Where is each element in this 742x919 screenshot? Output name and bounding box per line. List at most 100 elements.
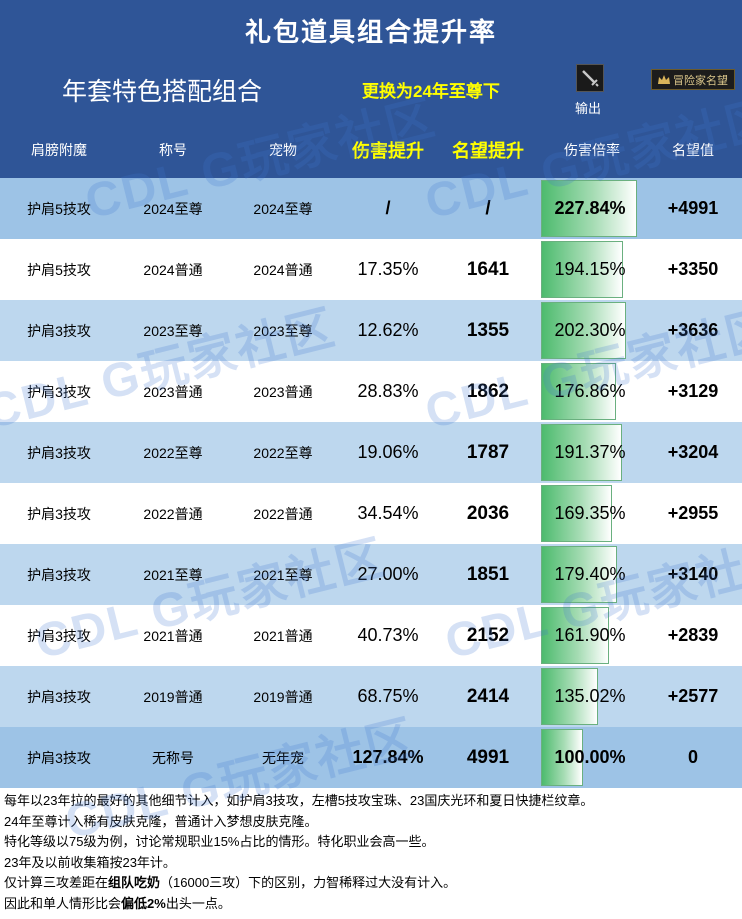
cell-pet: 2019普通	[253, 688, 313, 705]
section-subtitle: 年套特色搭配组合	[62, 78, 263, 106]
header-banner: 礼包道具组合提升率 年套特色搭配组合 更换为24年至尊下 输出 冒险家名望 肩膀…	[0, 0, 742, 178]
cell-shoulder: 护肩5技攻	[27, 200, 91, 217]
multiplier-bar	[541, 668, 598, 725]
table-row: 护肩3技攻 2022至尊 2022至尊 19.06% 1787 191.37% +3204	[0, 422, 742, 483]
cell-pet: 2023至尊	[253, 322, 313, 339]
cell-fame: +3636	[667, 320, 719, 340]
cell-pet: 2021普通	[253, 627, 313, 644]
cell-fame-up: 2152	[466, 624, 510, 646]
cell-pet: 2021至尊	[253, 566, 313, 583]
adventurer-fame-button[interactable]: 冒险家名望	[651, 69, 735, 90]
note-line: 仅计算三攻差距在组队吃奶（16000三攻）下的区别，力智稀释过大没有计入。	[4, 875, 457, 890]
multiplier-bar	[541, 729, 583, 786]
cell-damage-up: 127.84%	[352, 747, 424, 767]
col-header-title: 称号	[159, 142, 187, 158]
crown-icon	[658, 74, 670, 84]
cell-damage-up: 12.62%	[357, 320, 419, 340]
col-header-fame: 名望值	[672, 142, 714, 158]
cell-pet: 2023普通	[253, 383, 313, 400]
cell-fame-up: /	[485, 197, 491, 219]
export-label: 输出	[575, 101, 602, 116]
cell-multiplier: 135.02%	[554, 686, 626, 706]
cell-multiplier: 202.30%	[554, 320, 626, 340]
cell-damage-up: 27.00%	[357, 564, 419, 584]
cell-multiplier: 194.15%	[554, 259, 626, 279]
cell-fame-up: 4991	[466, 746, 510, 768]
note-emphasis: 组队吃奶	[108, 875, 161, 890]
cell-pet: 2022至尊	[253, 444, 313, 461]
cell-shoulder: 护肩3技攻	[27, 383, 91, 400]
cell-shoulder: 护肩3技攻	[27, 749, 91, 766]
cell-title: 2023普通	[143, 383, 203, 400]
col-header-multiplier: 伤害倍率	[564, 142, 620, 158]
cell-pet: 2024普通	[253, 261, 313, 278]
cell-pet: 无年宠	[262, 749, 304, 766]
switch-to-2024-supreme-link[interactable]: 更换为24年至尊下	[362, 82, 500, 101]
note-line: 23年及以前收集箱按23年计。	[4, 854, 176, 870]
table-row: 护肩3技攻 2023普通 2023普通 28.83% 1862 176.86% +3129	[0, 361, 742, 422]
cell-fame-up: 1355	[466, 319, 510, 341]
table-row: 护肩5技攻 2024普通 2024普通 17.35% 1641 194.15% +3350	[0, 239, 742, 300]
cell-damage-up: /	[385, 198, 391, 218]
cell-shoulder: 护肩3技攻	[27, 505, 91, 522]
export-button[interactable]	[576, 64, 604, 92]
cell-pet: 2024至尊	[253, 200, 313, 217]
page-title: 礼包道具组合提升率	[244, 17, 497, 47]
note-line: 因此和单人情形比会偏低2%出头一点。	[4, 895, 231, 911]
multiplier-bar	[541, 607, 609, 664]
cell-shoulder: 护肩3技攻	[27, 322, 91, 339]
col-header-damage-up: 伤害提升	[352, 141, 424, 161]
cell-multiplier: 179.40%	[554, 564, 626, 584]
cell-damage-up: 68.75%	[357, 686, 419, 706]
col-header-shoulder: 肩膀附魔	[31, 142, 87, 158]
cell-title: 2024至尊	[143, 200, 203, 217]
cell-damage-up: 40.73%	[357, 625, 419, 645]
cell-title: 2023至尊	[143, 322, 203, 339]
cell-title: 无称号	[152, 749, 194, 766]
cell-fame: +2577	[667, 686, 719, 706]
table-row: 护肩3技攻 无称号 无年宠 127.84% 4991 100.00% 0	[0, 727, 742, 788]
table-row: 护肩3技攻 2021普通 2021普通 40.73% 2152 161.90% +2839	[0, 605, 742, 666]
cell-shoulder: 护肩5技攻	[27, 261, 91, 278]
cell-fame: +3204	[667, 442, 719, 462]
table-row: 护肩3技攻 2022普通 2022普通 34.54% 2036 169.35% +2955	[0, 483, 742, 544]
adventurer-fame-label: 冒险家名望	[673, 74, 728, 87]
cell-damage-up: 17.35%	[357, 259, 419, 279]
cell-damage-up: 28.83%	[357, 381, 419, 401]
cell-fame-up: 1862	[466, 380, 510, 402]
cell-shoulder: 护肩3技攻	[27, 688, 91, 705]
multiplier-bar	[541, 546, 617, 603]
cell-fame: +4991	[667, 198, 719, 218]
cell-pet: 2022普通	[253, 505, 313, 522]
multiplier-bar	[541, 241, 623, 298]
multiplier-bar	[541, 180, 637, 237]
cell-shoulder: 护肩3技攻	[27, 444, 91, 461]
cell-shoulder: 护肩3技攻	[27, 627, 91, 644]
cell-shoulder: 护肩3技攻	[27, 566, 91, 583]
multiplier-bar	[541, 302, 626, 359]
cell-damage-up: 34.54%	[357, 503, 419, 523]
cell-title: 2022至尊	[143, 444, 203, 461]
note-line: 24年至尊计入稀有皮肤克隆，普通计入梦想皮肤克隆。	[4, 813, 318, 829]
table-row: 护肩5技攻 2024至尊 2024至尊 / / 227.84% +4991	[0, 178, 742, 239]
cell-multiplier: 176.86%	[554, 381, 626, 401]
multiplier-bar	[541, 485, 612, 542]
table-row: 护肩3技攻 2019普通 2019普通 68.75% 2414 135.02% +2577	[0, 666, 742, 727]
cell-multiplier: 169.35%	[554, 503, 626, 523]
col-header-pet: 宠物	[269, 142, 297, 158]
cell-fame-up: 1641	[466, 258, 510, 280]
cell-fame: +3140	[667, 564, 719, 584]
cell-title: 2021普通	[143, 627, 203, 644]
table-row: 护肩3技攻 2021至尊 2021至尊 27.00% 1851 179.40% +3140	[0, 544, 742, 605]
cell-fame: 0	[687, 747, 698, 767]
cell-title: 2019普通	[143, 688, 203, 705]
cell-multiplier: 161.90%	[554, 625, 626, 645]
multiplier-bar	[541, 424, 622, 481]
cell-title: 2021至尊	[143, 566, 203, 583]
cell-multiplier: 227.84%	[554, 198, 626, 218]
cell-fame-up: 1851	[466, 563, 510, 585]
cell-fame: +2955	[667, 503, 719, 523]
note-emphasis: 偏低2%	[121, 895, 166, 911]
cell-multiplier: 100.00%	[554, 747, 626, 767]
col-header-fame-up: 名望提升	[452, 141, 524, 161]
